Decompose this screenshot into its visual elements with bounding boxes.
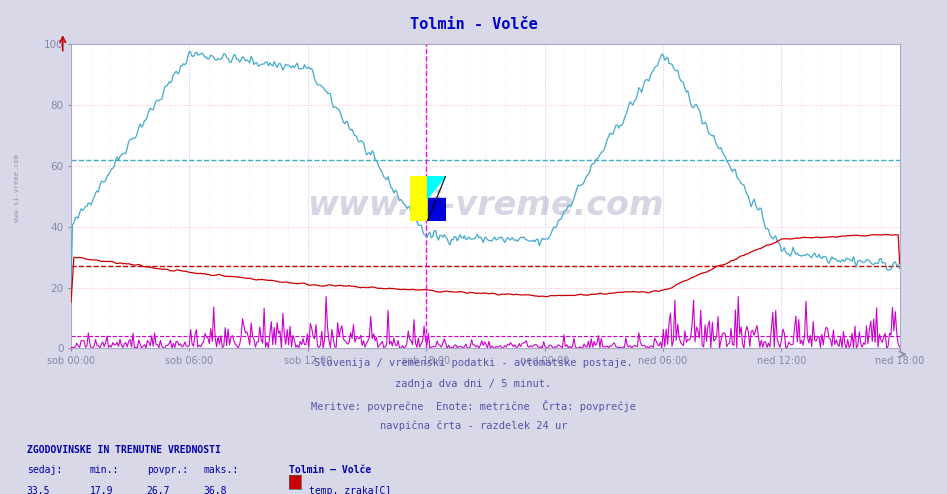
- Text: Tolmin – Volče: Tolmin – Volče: [289, 465, 371, 475]
- Text: 33,5: 33,5: [27, 486, 50, 494]
- Text: 26,7: 26,7: [147, 486, 170, 494]
- Text: Meritve: povprečne  Enote: metrične  Črta: povprečje: Meritve: povprečne Enote: metrične Črta:…: [311, 400, 636, 412]
- Text: min.:: min.:: [90, 465, 119, 475]
- Text: Slovenija / vremenski podatki - avtomatske postaje.: Slovenija / vremenski podatki - avtomats…: [314, 358, 633, 368]
- Text: Tolmin - Volče: Tolmin - Volče: [410, 17, 537, 32]
- Text: navpična črta - razdelek 24 ur: navpična črta - razdelek 24 ur: [380, 420, 567, 431]
- Text: maks.:: maks.:: [204, 465, 239, 475]
- Text: zadnja dva dni / 5 minut.: zadnja dva dni / 5 minut.: [396, 379, 551, 389]
- Polygon shape: [428, 176, 445, 199]
- Text: 17,9: 17,9: [90, 486, 114, 494]
- Text: temp. zraka[C]: temp. zraka[C]: [309, 486, 391, 494]
- Text: www.si-vreme.com: www.si-vreme.com: [307, 189, 664, 222]
- Text: ZGODOVINSKE IN TRENUTNE VREDNOSTI: ZGODOVINSKE IN TRENUTNE VREDNOSTI: [27, 445, 221, 454]
- Text: sedaj:: sedaj:: [27, 465, 62, 475]
- Text: 36,8: 36,8: [204, 486, 227, 494]
- Text: povpr.:: povpr.:: [147, 465, 188, 475]
- Polygon shape: [409, 176, 428, 221]
- Polygon shape: [428, 199, 445, 221]
- Text: www.si-vreme.com: www.si-vreme.com: [14, 154, 20, 222]
